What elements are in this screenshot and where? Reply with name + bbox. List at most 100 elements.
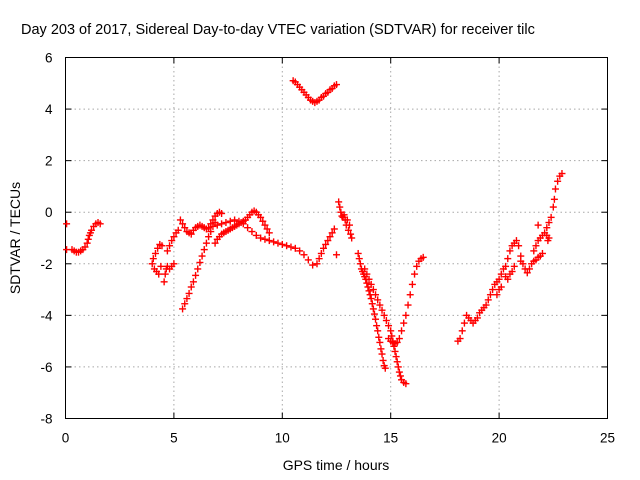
data-point	[261, 221, 269, 229]
data-point	[380, 311, 388, 319]
data-point	[495, 286, 503, 294]
data-point	[200, 246, 208, 254]
data-point	[545, 234, 553, 242]
data-point	[151, 249, 159, 257]
data-point	[154, 244, 162, 252]
data-point	[257, 234, 265, 242]
data-point	[554, 177, 562, 185]
data-point	[160, 278, 168, 286]
data-point	[378, 350, 386, 358]
data-point	[168, 237, 176, 245]
data-point	[413, 262, 421, 270]
y-tick-label: 0	[45, 205, 53, 220]
data-point	[333, 81, 340, 89]
tick-marks	[65, 57, 608, 419]
data-point	[530, 247, 538, 255]
data-point	[365, 287, 373, 295]
data-point	[88, 226, 96, 234]
data-point	[369, 286, 377, 294]
data-point	[391, 347, 399, 355]
data-point	[515, 242, 523, 250]
data-point	[368, 300, 376, 308]
data-point	[179, 220, 187, 228]
data-point	[406, 291, 414, 299]
data-point	[170, 233, 178, 241]
data-point	[161, 270, 169, 278]
data-point	[300, 251, 308, 259]
data-point	[155, 270, 163, 278]
data-point	[183, 295, 191, 303]
data-point	[404, 301, 412, 309]
data-point	[63, 220, 71, 228]
data-point	[392, 353, 400, 361]
data-point	[198, 252, 206, 260]
data-point	[261, 235, 269, 243]
data-point	[393, 358, 401, 366]
data-point	[313, 260, 321, 268]
data-point	[248, 228, 256, 236]
data-point	[523, 269, 531, 277]
data-point	[187, 230, 195, 238]
data-point	[419, 253, 427, 261]
data-point	[257, 213, 265, 221]
x-tick-labels: 0 5 10 15 20 25	[62, 431, 615, 446]
data-point	[252, 231, 260, 239]
data-point	[393, 338, 401, 346]
x-axis-label: GPS time / hours	[283, 457, 390, 473]
data-point	[211, 239, 219, 247]
data-point	[534, 221, 542, 229]
data-point	[482, 301, 490, 309]
data-point	[265, 229, 273, 237]
data-point	[402, 380, 410, 388]
data-point	[551, 185, 559, 193]
data-point	[400, 319, 408, 327]
data-point	[408, 280, 416, 288]
data-point	[181, 224, 189, 232]
data-point	[149, 255, 157, 263]
data-point	[379, 356, 387, 364]
y-tick-labels: -8 -6 -4 -2 0 2 4 6	[40, 51, 53, 427]
data-point	[375, 333, 383, 341]
data-point	[493, 291, 501, 299]
data-point	[484, 296, 492, 304]
data-point	[239, 220, 247, 228]
data-point	[504, 255, 512, 263]
data-point	[354, 249, 362, 257]
y-tick-label: 4	[45, 102, 53, 117]
data-point	[196, 258, 204, 266]
data-point	[344, 226, 352, 234]
data-point	[372, 291, 380, 299]
data-point	[202, 239, 210, 247]
data-point	[550, 195, 558, 203]
y-tick-label: -6	[40, 360, 52, 375]
data-point	[486, 291, 494, 299]
data-point	[283, 242, 291, 250]
data-point	[222, 219, 230, 227]
data-point	[363, 279, 371, 287]
data-point	[96, 220, 104, 228]
data-point	[458, 327, 466, 335]
data-point	[335, 198, 343, 206]
data-point	[205, 233, 213, 241]
data-point	[336, 203, 344, 211]
grid-lines	[65, 57, 608, 419]
data-point	[343, 216, 351, 224]
plot-frame	[65, 57, 608, 419]
data-point	[473, 314, 481, 322]
x-tick-label: 0	[62, 431, 70, 446]
data-point	[291, 244, 299, 252]
data-point	[347, 230, 355, 238]
data-point	[319, 244, 327, 252]
data-point	[287, 243, 295, 251]
data-point	[456, 335, 464, 343]
data-point	[333, 251, 340, 259]
data-point	[512, 237, 520, 245]
data-point	[506, 247, 514, 255]
data-point	[525, 265, 533, 273]
data-point	[549, 203, 557, 211]
data-point	[367, 295, 375, 303]
data-point	[497, 270, 505, 278]
data-point	[398, 327, 406, 335]
data-point	[387, 327, 395, 335]
